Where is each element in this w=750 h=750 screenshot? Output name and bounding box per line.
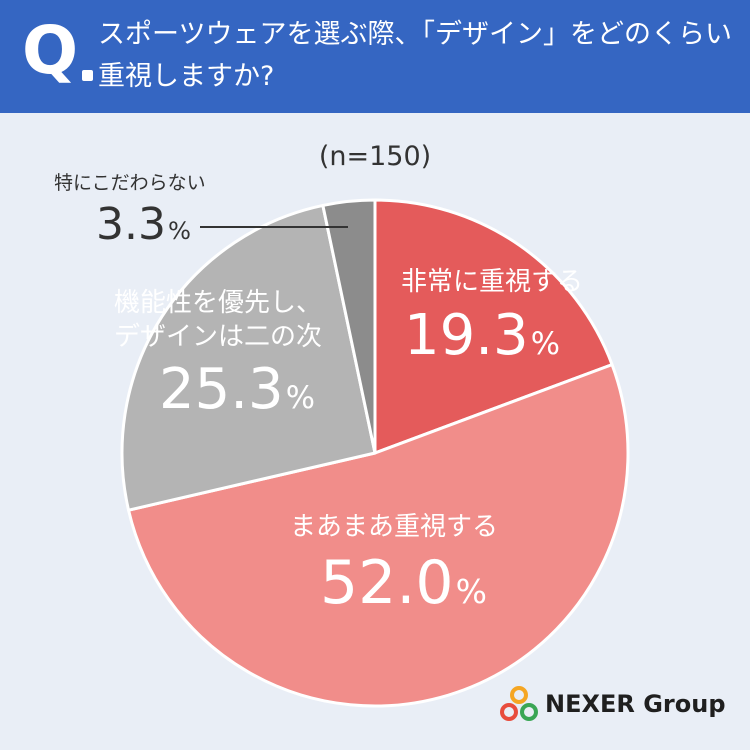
header-banner: Q スポーツウェアを選ぶ際、「デザイン」をどのくらい 重視しますか?	[0, 0, 750, 113]
slice-label-very-important: 非常に重視する	[401, 267, 584, 297]
question-dot	[82, 70, 93, 81]
logo-text: NEXER Group	[545, 690, 726, 718]
leader-line	[200, 226, 348, 228]
question-text-line-1: スポーツウェアを選ぶ際、「デザイン」をどのくらい	[98, 19, 732, 50]
question-mark-q: Q	[22, 12, 79, 89]
slice-label-function-first-line-2: デザインは二の次	[114, 322, 323, 352]
pie-slice-very-important	[373, 198, 614, 455]
slice-label-function-first-line-1: 機能性を優先し、	[114, 288, 323, 318]
pie-slice-not-particular	[321, 198, 377, 455]
slice-label-not-particular: 特にこだわらない	[54, 172, 206, 194]
pie-slice-somewhat-important	[127, 363, 630, 708]
slice-value-not-particular: 3.3%	[96, 199, 191, 250]
question-text-line-2: 重視しますか?	[98, 61, 275, 92]
nexer-group-logo: NEXER Group	[500, 684, 740, 724]
nexer-rings-icon	[500, 686, 538, 721]
slice-value-function-first: 25.3%	[159, 357, 315, 422]
slice-value-somewhat-important: 52.0%	[320, 548, 487, 618]
pie-slice-function-first	[120, 203, 377, 512]
slice-value-very-important: 19.3%	[404, 303, 560, 368]
slice-label-somewhat-important: まあまあ重視する	[290, 512, 499, 542]
sample-size-label: (n=150)	[318, 141, 432, 172]
